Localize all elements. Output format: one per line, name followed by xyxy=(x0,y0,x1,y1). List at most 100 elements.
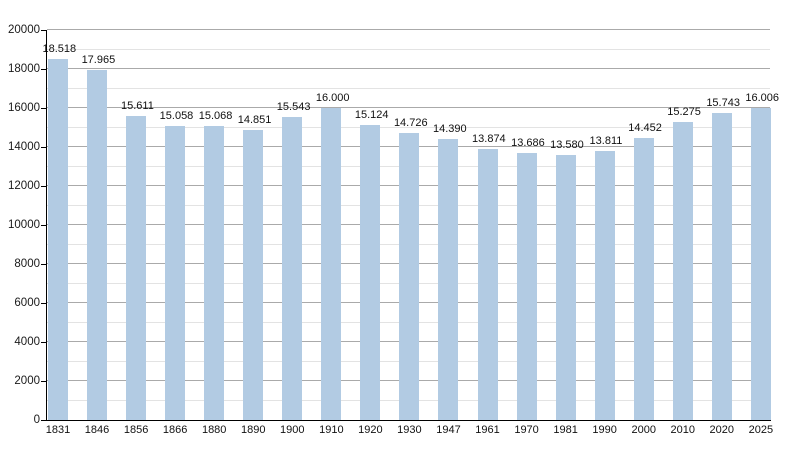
bar-slot: 14.726 1930 xyxy=(394,30,428,436)
bar-slot: 15.124 1920 xyxy=(355,30,389,436)
bar xyxy=(87,69,108,420)
bar xyxy=(126,115,147,420)
bar-value-label: 15.743 xyxy=(706,97,740,110)
y-axis-tick xyxy=(41,342,47,343)
minor-gridline xyxy=(47,48,770,50)
bar xyxy=(633,138,654,420)
major-gridline xyxy=(47,68,770,69)
bar xyxy=(555,155,576,420)
y-axis-tick xyxy=(41,30,47,31)
bar-slot: 15.743 2020 xyxy=(706,30,740,436)
y-axis-tick-label: 0 xyxy=(33,414,40,426)
bar-value-label: 18.518 xyxy=(42,42,77,55)
major-gridline xyxy=(47,29,770,30)
bar-value-label: 13.874 xyxy=(472,133,506,146)
bar-slot: 15.275 2010 xyxy=(667,30,701,436)
x-axis-tick-label: 1831 xyxy=(45,424,71,436)
x-axis-tick-label: 1890 xyxy=(240,424,266,436)
bar xyxy=(438,139,459,420)
bar xyxy=(360,125,381,420)
bar-value-label: 15.124 xyxy=(354,109,389,122)
x-axis-tick-label: 1900 xyxy=(280,424,305,436)
bar-value-label: 16.006 xyxy=(745,91,780,104)
y-axis-tick xyxy=(41,225,47,226)
bar xyxy=(399,132,420,420)
y-axis-tick xyxy=(41,147,47,148)
x-axis-tick-label: 1947 xyxy=(436,424,461,436)
x-axis-tick-label: 1930 xyxy=(397,424,422,436)
x-axis-tick-label: 1856 xyxy=(123,424,149,436)
y-axis-tick-label: 4000 xyxy=(14,336,40,348)
y-axis-tick xyxy=(41,186,47,187)
x-axis-tick-label: 1920 xyxy=(358,424,383,436)
x-axis-tick-label: 1981 xyxy=(553,424,578,436)
y-axis-tick xyxy=(41,108,47,109)
bar xyxy=(165,126,186,420)
bar-slot: 16.006 2025 xyxy=(745,30,779,436)
bar xyxy=(204,126,225,420)
bar-value-label: 15.543 xyxy=(276,100,311,113)
bar-value-label: 16.000 xyxy=(315,92,350,104)
x-axis-tick-label: 1910 xyxy=(319,424,344,436)
x-axis-tick-label: 1961 xyxy=(475,424,500,436)
bar-value-label: 13.580 xyxy=(550,139,584,152)
y-axis-tick-label: 16000 xyxy=(8,102,40,114)
y-axis-tick-label: 12000 xyxy=(8,180,40,192)
bar-value-label: 14.452 xyxy=(628,122,662,135)
x-axis-tick-label: 2025 xyxy=(748,424,774,436)
bar-slot: 18.518 1831 xyxy=(43,30,77,436)
bar-slot: 15.058 1866 xyxy=(160,30,194,436)
bar xyxy=(711,113,732,420)
bar xyxy=(477,149,498,420)
bar xyxy=(672,122,693,420)
bar-slot: 13.686 1970 xyxy=(511,30,545,436)
y-axis-tick xyxy=(41,381,47,382)
y-axis-tick-label: 10000 xyxy=(8,219,40,231)
bar-value-label: 13.811 xyxy=(589,134,623,147)
y-axis-tick xyxy=(41,303,47,304)
x-axis-tick-label: 1866 xyxy=(162,424,188,436)
bar-value-label: 15.275 xyxy=(667,106,701,119)
bar xyxy=(594,150,615,420)
bar xyxy=(48,58,68,420)
x-axis-tick-label: 2000 xyxy=(631,424,656,436)
bar xyxy=(282,116,303,420)
y-axis-tick xyxy=(41,420,47,421)
bar-slot: 17.965 1846 xyxy=(82,30,116,436)
bar-value-label: 14.726 xyxy=(393,116,428,129)
bar-slot: 13.874 1961 xyxy=(472,30,506,436)
bar-slot: 14.452 2000 xyxy=(628,30,662,436)
bar-value-label: 13.686 xyxy=(511,137,545,150)
bar xyxy=(243,130,264,420)
x-axis-line xyxy=(46,420,771,421)
y-axis-tick-label: 6000 xyxy=(14,297,40,309)
bar xyxy=(750,107,771,420)
bar-slot: 15.068 1880 xyxy=(199,30,233,436)
bar-value-label: 15.611 xyxy=(120,99,154,112)
x-axis-tick-label: 2020 xyxy=(709,424,735,436)
bar-slot: 14.390 1947 xyxy=(433,30,467,436)
bar-slot: 13.811 1990 xyxy=(590,30,623,436)
bar xyxy=(516,153,537,420)
bar-value-label: 14.851 xyxy=(237,114,272,127)
y-axis-tick-label: 18000 xyxy=(8,63,40,75)
x-axis-tick-label: 1990 xyxy=(592,424,617,436)
bars-container: 18.518 1831 17.965 1846 15.611 1856 15.058 1866… xyxy=(43,30,780,436)
x-axis-tick-label: 2010 xyxy=(670,424,695,436)
bar-value-label: 17.965 xyxy=(81,53,116,66)
minor-gridline xyxy=(47,126,770,128)
y-axis-tick-label: 8000 xyxy=(14,258,40,270)
y-axis-tick xyxy=(41,264,47,265)
y-axis-tick xyxy=(41,69,47,70)
bar-slot: 15.543 1900 xyxy=(277,30,311,436)
bar-value-label: 15.068 xyxy=(198,110,233,123)
bar-value-label: 14.390 xyxy=(432,123,467,136)
x-axis-tick-label: 1970 xyxy=(514,424,539,436)
bar xyxy=(321,108,342,420)
bar-slot: 16.000 1910 xyxy=(316,30,350,436)
minor-gridline xyxy=(47,87,770,89)
x-axis-tick-label: 1880 xyxy=(201,424,227,436)
bar-slot: 15.611 1856 xyxy=(121,30,154,436)
x-axis-tick-label: 1846 xyxy=(84,424,110,436)
